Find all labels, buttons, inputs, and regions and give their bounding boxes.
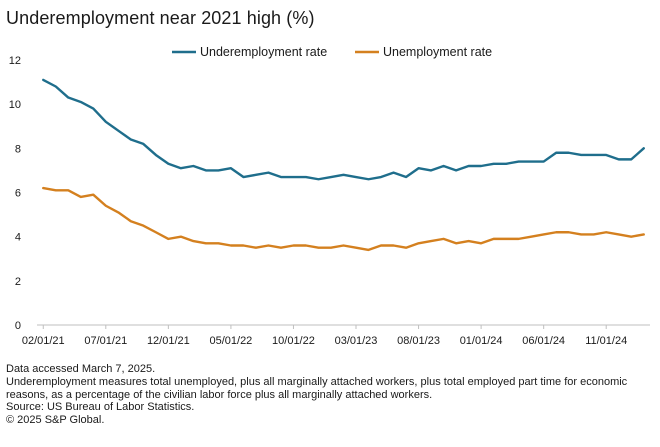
chart-legend: Underemployment rate Unemployment rate (172, 45, 492, 59)
y-tick-label: 0 (15, 320, 21, 332)
y-tick-label: 4 (15, 232, 21, 244)
x-tick-label: 08/01/23 (397, 335, 440, 347)
x-tick-label: 12/01/21 (147, 335, 190, 347)
y-axis: 0 2 4 6 8 10 12 (9, 55, 21, 332)
line-chart: Underemployment rate Unemployment rate 02… (9, 45, 650, 347)
x-tick-label: 11/01/24 (585, 335, 627, 347)
series-layer (42, 78, 645, 252)
accessed-note: Data accessed March 7, 2025. (6, 363, 156, 375)
legend-label: Unemployment rate (383, 45, 492, 59)
copyright-note: © 2025 S&P Global. (6, 414, 105, 427)
x-tick-label: 10/01/22 (272, 335, 315, 347)
x-axis: 02/01/21 07/01/21 12/01/21 05/01/22 10/01/22… (22, 324, 650, 347)
definition-note: Underemployment measures total unemploye… (6, 375, 628, 401)
x-tick-label: 01/01/24 (460, 335, 503, 347)
x-tick-label: 03/01/23 (335, 335, 378, 347)
x-tick-label: 05/01/22 (209, 335, 252, 347)
x-tick-label: 06/01/24 (522, 335, 565, 347)
y-tick-label: 10 (9, 99, 21, 111)
x-tick-label: 02/01/21 (22, 335, 65, 347)
series-line-unemployment-rate (42, 186, 645, 252)
x-tick-label: 07/01/21 (84, 335, 127, 347)
y-tick-label: 6 (15, 188, 21, 200)
y-tick-label: 8 (15, 143, 21, 155)
source-note: Source: US Bureau of Labor Statistics. (6, 401, 195, 414)
y-tick-label: 12 (9, 55, 21, 67)
series-line-underemployment-rate (42, 78, 645, 181)
legend-label: Underemployment rate (200, 45, 327, 59)
chart-notes: Data accessed March 7, 2025. Underemploy… (6, 363, 656, 427)
y-tick-label: 2 (15, 276, 21, 288)
chart-title: Underemployment near 2021 high (%) (6, 8, 315, 28)
